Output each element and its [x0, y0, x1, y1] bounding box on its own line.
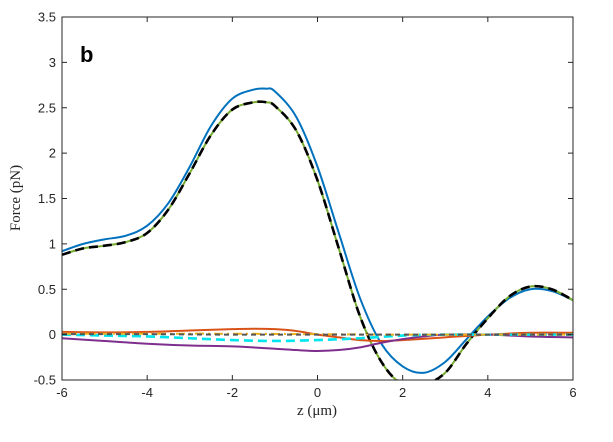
series-layer [62, 87, 573, 380]
y-tick-label: 2.5 [38, 100, 56, 115]
x-tick-label: -2 [227, 385, 239, 400]
y-axis-label: Force (pN) [8, 165, 24, 231]
x-tick-label: 6 [569, 385, 576, 400]
y-tick-label: 1.5 [38, 191, 56, 206]
y-tick-label: 2 [49, 146, 56, 161]
plot-area: -6 -4 -2 0 2 4 6 -0.5 0 0.5 1 1.5 2 2.5 3 3.5 [34, 10, 577, 401]
series-line-1 [62, 87, 573, 374]
y-tick-label: 0.5 [38, 282, 56, 297]
y-tick-label: 3.5 [38, 10, 56, 25]
x-tick-label: 0 [314, 385, 321, 400]
x-tick-label: -4 [141, 385, 153, 400]
y-tick-label: 0 [49, 327, 56, 342]
x-tick-label: -6 [56, 385, 68, 400]
y-tick-label: -0.5 [34, 373, 56, 388]
y-tick-label: 3 [49, 55, 56, 70]
axes-background [62, 17, 573, 380]
series-line-3 [62, 100, 573, 380]
x-tick-label: 4 [484, 385, 491, 400]
y-tick-label: 1 [49, 236, 56, 251]
x-tick-label: 2 [399, 385, 406, 400]
ticks-layer: -6 -4 -2 0 2 4 6 -0.5 0 0.5 1 1.5 2 2.5 3 3.5 [34, 10, 577, 401]
panel-label: b [80, 42, 93, 67]
series-line-8 [62, 333, 573, 336]
x-axis-label: z (μm) [297, 403, 337, 419]
